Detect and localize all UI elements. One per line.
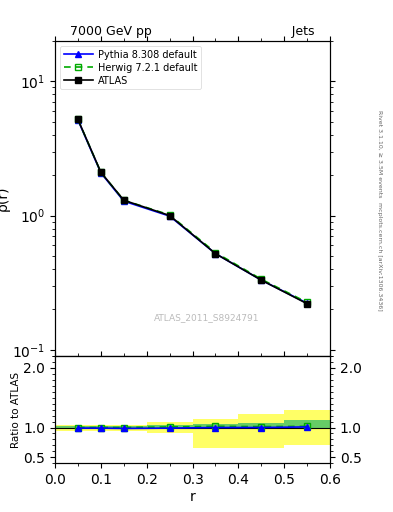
Bar [147,421,193,434]
Herwig 7.2.1 default [259,276,264,282]
Bar [239,423,284,429]
Pythia 8.308 default [75,117,80,123]
ATLAS [213,250,218,257]
ATLAS [75,116,80,122]
Herwig 7.2.1 default [213,249,218,255]
Y-axis label: Ratio to ATLAS: Ratio to ATLAS [11,372,20,447]
Herwig 7.2.1 default [121,197,126,203]
Text: ATLAS_2011_S8924791: ATLAS_2011_S8924791 [154,313,259,323]
Bar [239,414,284,449]
Pythia 8.308 default [305,300,310,306]
ATLAS [99,169,103,176]
Bar [55,424,101,431]
Bar [193,424,239,429]
Pythia 8.308 default [99,170,103,176]
Herwig 7.2.1 default [305,300,310,306]
ATLAS [167,212,172,219]
Title: 7000 GeV pp                                   Jets: 7000 GeV pp Jets [70,26,315,38]
Pythia 8.308 default [259,277,264,283]
Bar [147,424,193,429]
Bar [284,420,330,429]
X-axis label: r: r [190,490,195,504]
Text: Rivet 3.1.10, ≥ 3.5M events: Rivet 3.1.10, ≥ 3.5M events [377,110,382,197]
Bar [101,426,147,429]
Line: Herwig 7.2.1 default: Herwig 7.2.1 default [74,116,311,306]
Text: mcplots.cern.ch [arXiv:1306.3436]: mcplots.cern.ch [arXiv:1306.3436] [377,202,382,310]
Bar [101,424,147,431]
Herwig 7.2.1 default [167,212,172,218]
Herwig 7.2.1 default [75,116,80,122]
Pythia 8.308 default [167,213,172,219]
Pythia 8.308 default [213,250,218,257]
ATLAS [121,197,126,203]
Bar [193,419,239,449]
Herwig 7.2.1 default [99,169,103,176]
Line: Pythia 8.308 default: Pythia 8.308 default [74,117,311,307]
Pythia 8.308 default [121,198,126,204]
ATLAS [305,301,310,307]
Legend: Pythia 8.308 default, Herwig 7.2.1 default, ATLAS: Pythia 8.308 default, Herwig 7.2.1 defau… [60,46,201,90]
Line: ATLAS: ATLAS [74,116,311,307]
Y-axis label: ρ(r): ρ(r) [0,186,9,211]
ATLAS [259,277,264,283]
Bar [284,410,330,445]
Bar [55,426,101,429]
